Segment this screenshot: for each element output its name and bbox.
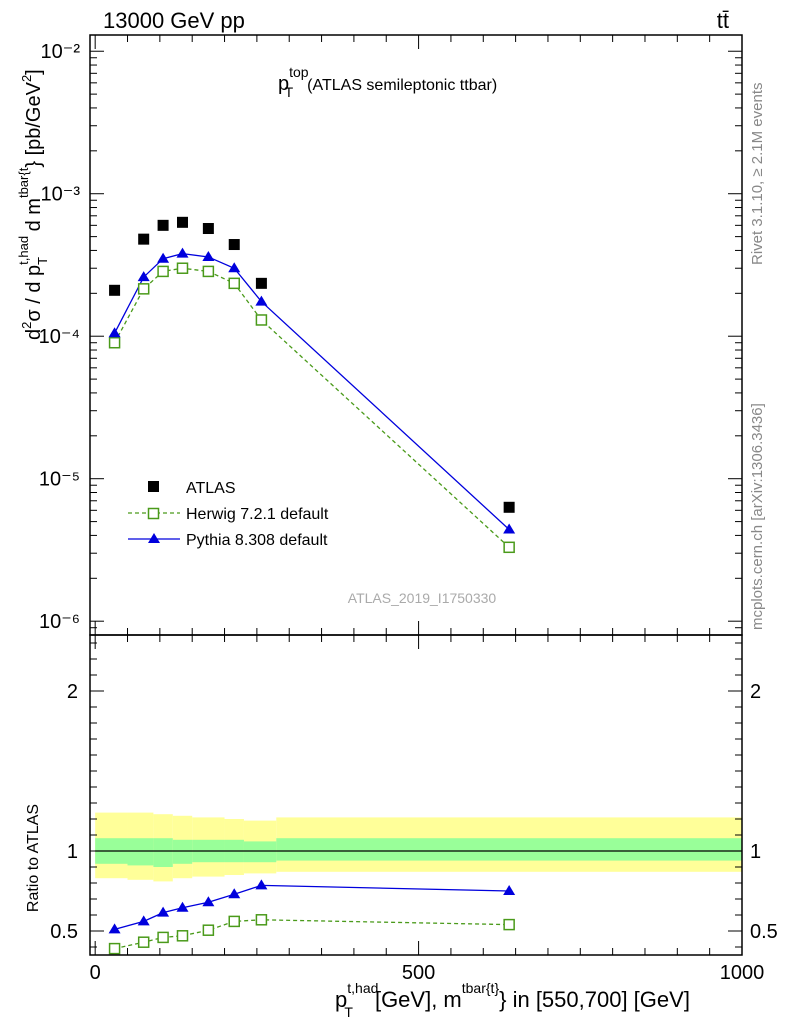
legend-label-herwig: Herwig 7.2.1 default: [186, 506, 329, 523]
main-point-herwig: [255, 314, 268, 326]
ratio-point-pythia: [108, 923, 121, 934]
main-point-herwig: [108, 336, 121, 349]
ratio-point-herwig: [137, 936, 150, 948]
legend-marker-pythia: [148, 533, 160, 543]
ratio-point-herwig: [157, 931, 169, 944]
main-point-atlas: [228, 239, 240, 251]
main-point-atlas: [202, 223, 214, 235]
ratio-point-herwig: [108, 942, 121, 955]
ratio-point-pythia: [157, 906, 170, 917]
analysis-id: ATLAS_2019_I1750330: [348, 590, 497, 606]
energy-label: 13000 GeV pp: [103, 8, 245, 33]
ratio-point-herwig: [176, 930, 189, 942]
main-y-tick-label: 10⁻⁶: [39, 611, 80, 633]
main-point-herwig: [137, 283, 150, 295]
axis-tick-labels: 10⁻⁶ 10⁻⁵ 10⁻⁴ 10⁻³ 10⁻² 0 500 1000 0.5 0.5 1 1 2 2: [39, 41, 778, 984]
ratio-y-tick-label-right: 1: [750, 841, 761, 863]
ratio-point-pythia: [228, 888, 241, 899]
main-y-axis-label: d2σ / d pt,had T d mtbar{t} [pb/GeV2]: [16, 69, 50, 340]
x-tick-label: 500: [402, 962, 435, 984]
ratio-y-tick-label-right: 2: [750, 681, 761, 703]
main-line-pythia: [114, 252, 510, 530]
main-point-atlas: [109, 284, 121, 296]
data-markers: [108, 216, 516, 955]
legend-marker-atlas: [148, 481, 159, 492]
main-point-pythia: [202, 250, 215, 261]
ratio-band-inner: [153, 838, 173, 867]
legend: ATLAS Herwig 7.2.1 default Pythia 8.308 …: [128, 480, 329, 549]
main-point-atlas: [176, 216, 188, 228]
legend-label-pythia: Pythia 8.308 default: [186, 532, 328, 549]
main-point-herwig: [202, 265, 215, 278]
ratio-y-axis-label: Ratio to ATLAS: [25, 804, 42, 912]
ratio-y-tick-label-right: 0.5: [750, 921, 778, 943]
ratio-band-inner: [276, 838, 742, 861]
main-y-tick-label: 10⁻²: [41, 41, 81, 63]
ratio-point-pythia: [137, 915, 150, 926]
ratio-point-pythia: [202, 896, 215, 907]
ratio-band-inner: [243, 841, 277, 863]
main-point-pythia: [157, 252, 170, 263]
main-point-herwig: [228, 277, 240, 290]
main-point-pythia: [137, 271, 150, 282]
ratio-y-tick-label-left: 1: [67, 841, 78, 863]
ratio-band-inner: [172, 839, 193, 864]
process-label: tt̄: [717, 8, 729, 33]
main-point-pythia: [228, 262, 241, 273]
ratio-line-pythia: [114, 884, 510, 931]
x-tick-label: 0: [90, 962, 101, 984]
main-point-pythia: [503, 523, 516, 534]
legend-marker-herwig: [147, 507, 160, 520]
main-point-atlas: [503, 501, 515, 513]
ratio-point-herwig: [503, 918, 515, 931]
main-point-atlas: [255, 277, 267, 289]
ratio-point-herwig: [255, 914, 268, 926]
ratio-point-herwig: [228, 915, 240, 928]
main-y-tick-label: 10⁻⁵: [39, 469, 80, 491]
main-y-tick-label: 10⁻³: [41, 184, 81, 206]
legend-label-atlas: ATLAS: [186, 480, 236, 497]
ratio-band-inner: [127, 838, 154, 866]
main-point-pythia: [108, 327, 121, 338]
main-y-tick-label: 10⁻⁴: [39, 326, 80, 348]
uncertainty-bands: [95, 812, 742, 882]
main-point-herwig: [157, 265, 169, 278]
ratio-line-herwig: [114, 919, 510, 950]
plot-title: ptop T (ATLAS semileptonic ttbar): [278, 64, 497, 100]
plot-frames: [89, 34, 743, 956]
ratio-point-herwig: [202, 924, 215, 936]
x-axis-label: pt,had T [GeV], mtbar{t}} in [550,700] [Ge…: [335, 980, 690, 1020]
main-point-atlas: [157, 219, 169, 231]
ratio-y-tick-label-left: 0.5: [50, 921, 78, 943]
mcplots-source-label: mcplots.cern.ch [arXiv:1306.3436]: [749, 403, 766, 630]
ratio-plot-frame: [89, 634, 743, 956]
ratio-point-pythia: [503, 885, 516, 895]
ratio-point-pythia: [176, 901, 189, 912]
main-point-herwig: [503, 541, 515, 554]
rivet-version-label: Rivet 3.1.10, ≥ 2.1M events: [749, 83, 766, 266]
axis-ticks: [90, 35, 743, 955]
main-point-herwig: [176, 262, 189, 274]
main-point-pythia: [255, 295, 268, 306]
ratio-y-tick-label-left: 2: [67, 681, 78, 703]
x-tick-label: 1000: [720, 962, 765, 984]
main-point-atlas: [138, 233, 150, 245]
main-point-pythia: [176, 247, 189, 258]
ratio-point-pythia: [255, 879, 268, 890]
